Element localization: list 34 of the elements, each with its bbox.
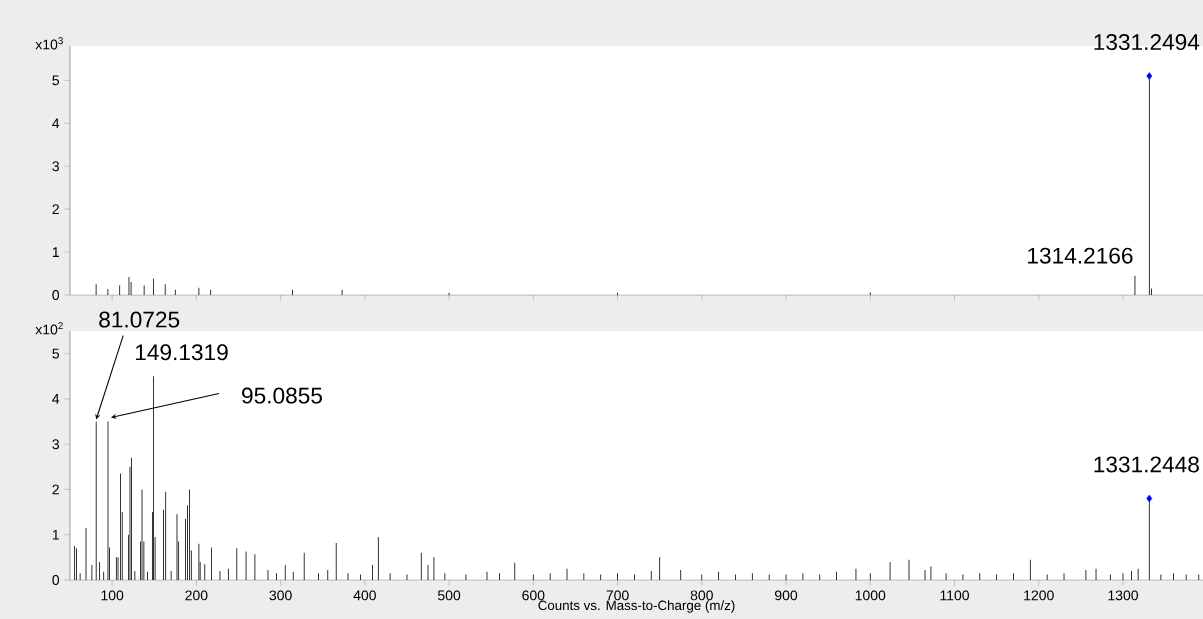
x-tick-label: 1000 — [855, 590, 886, 601]
x-tick-label: 500 — [437, 590, 461, 601]
y-tick-label: 5 — [52, 348, 60, 359]
y-tick-label: 3 — [52, 439, 59, 450]
y-axis-title: x10$^{3}$ — [35, 37, 63, 50]
y-tick-label: 5 — [52, 75, 60, 86]
x-tick-label: 400 — [353, 590, 376, 601]
x-tick-label: 200 — [185, 590, 208, 601]
y-axis-title: x10$^{2}$ — [35, 322, 63, 335]
annotation: 1314.2166 — [1028, 247, 1133, 264]
x-axis-title: Counts vs. Mass-to-Charge (m/z) — [538, 600, 735, 613]
annotation: 1331.2448 — [1094, 456, 1199, 473]
annotation: 81.0725 — [99, 311, 180, 328]
y-tick-label: 1 — [52, 247, 59, 257]
y-tick-label: 1 — [52, 529, 59, 540]
y-tick-label: 0 — [52, 290, 60, 300]
x-tick-label: 1200 — [1024, 590, 1054, 601]
y-tick-label: 0 — [52, 575, 60, 585]
annotation: 149.1319 — [135, 344, 228, 361]
x-tick-label: 900 — [775, 590, 798, 601]
y-tick-label: 4 — [52, 394, 60, 404]
y-tick-label: 2 — [52, 484, 59, 495]
x-tick-label: 600 — [522, 590, 545, 601]
x-tick-label: 300 — [269, 590, 292, 601]
x-tick-label: 800 — [690, 590, 713, 601]
annotation: 95.0855 — [242, 387, 322, 404]
annotation: 1331.2494 — [1094, 34, 1200, 51]
y-tick-label: 4 — [52, 118, 60, 129]
x-tick-label: 700 — [606, 590, 629, 601]
x-tick-label: 100 — [101, 590, 124, 601]
x-tick-label: 1300 — [1108, 590, 1138, 601]
y-tick-label: 2 — [52, 204, 59, 215]
x-tick-label: 1100 — [940, 590, 969, 601]
y-tick-label: 3 — [52, 161, 59, 172]
